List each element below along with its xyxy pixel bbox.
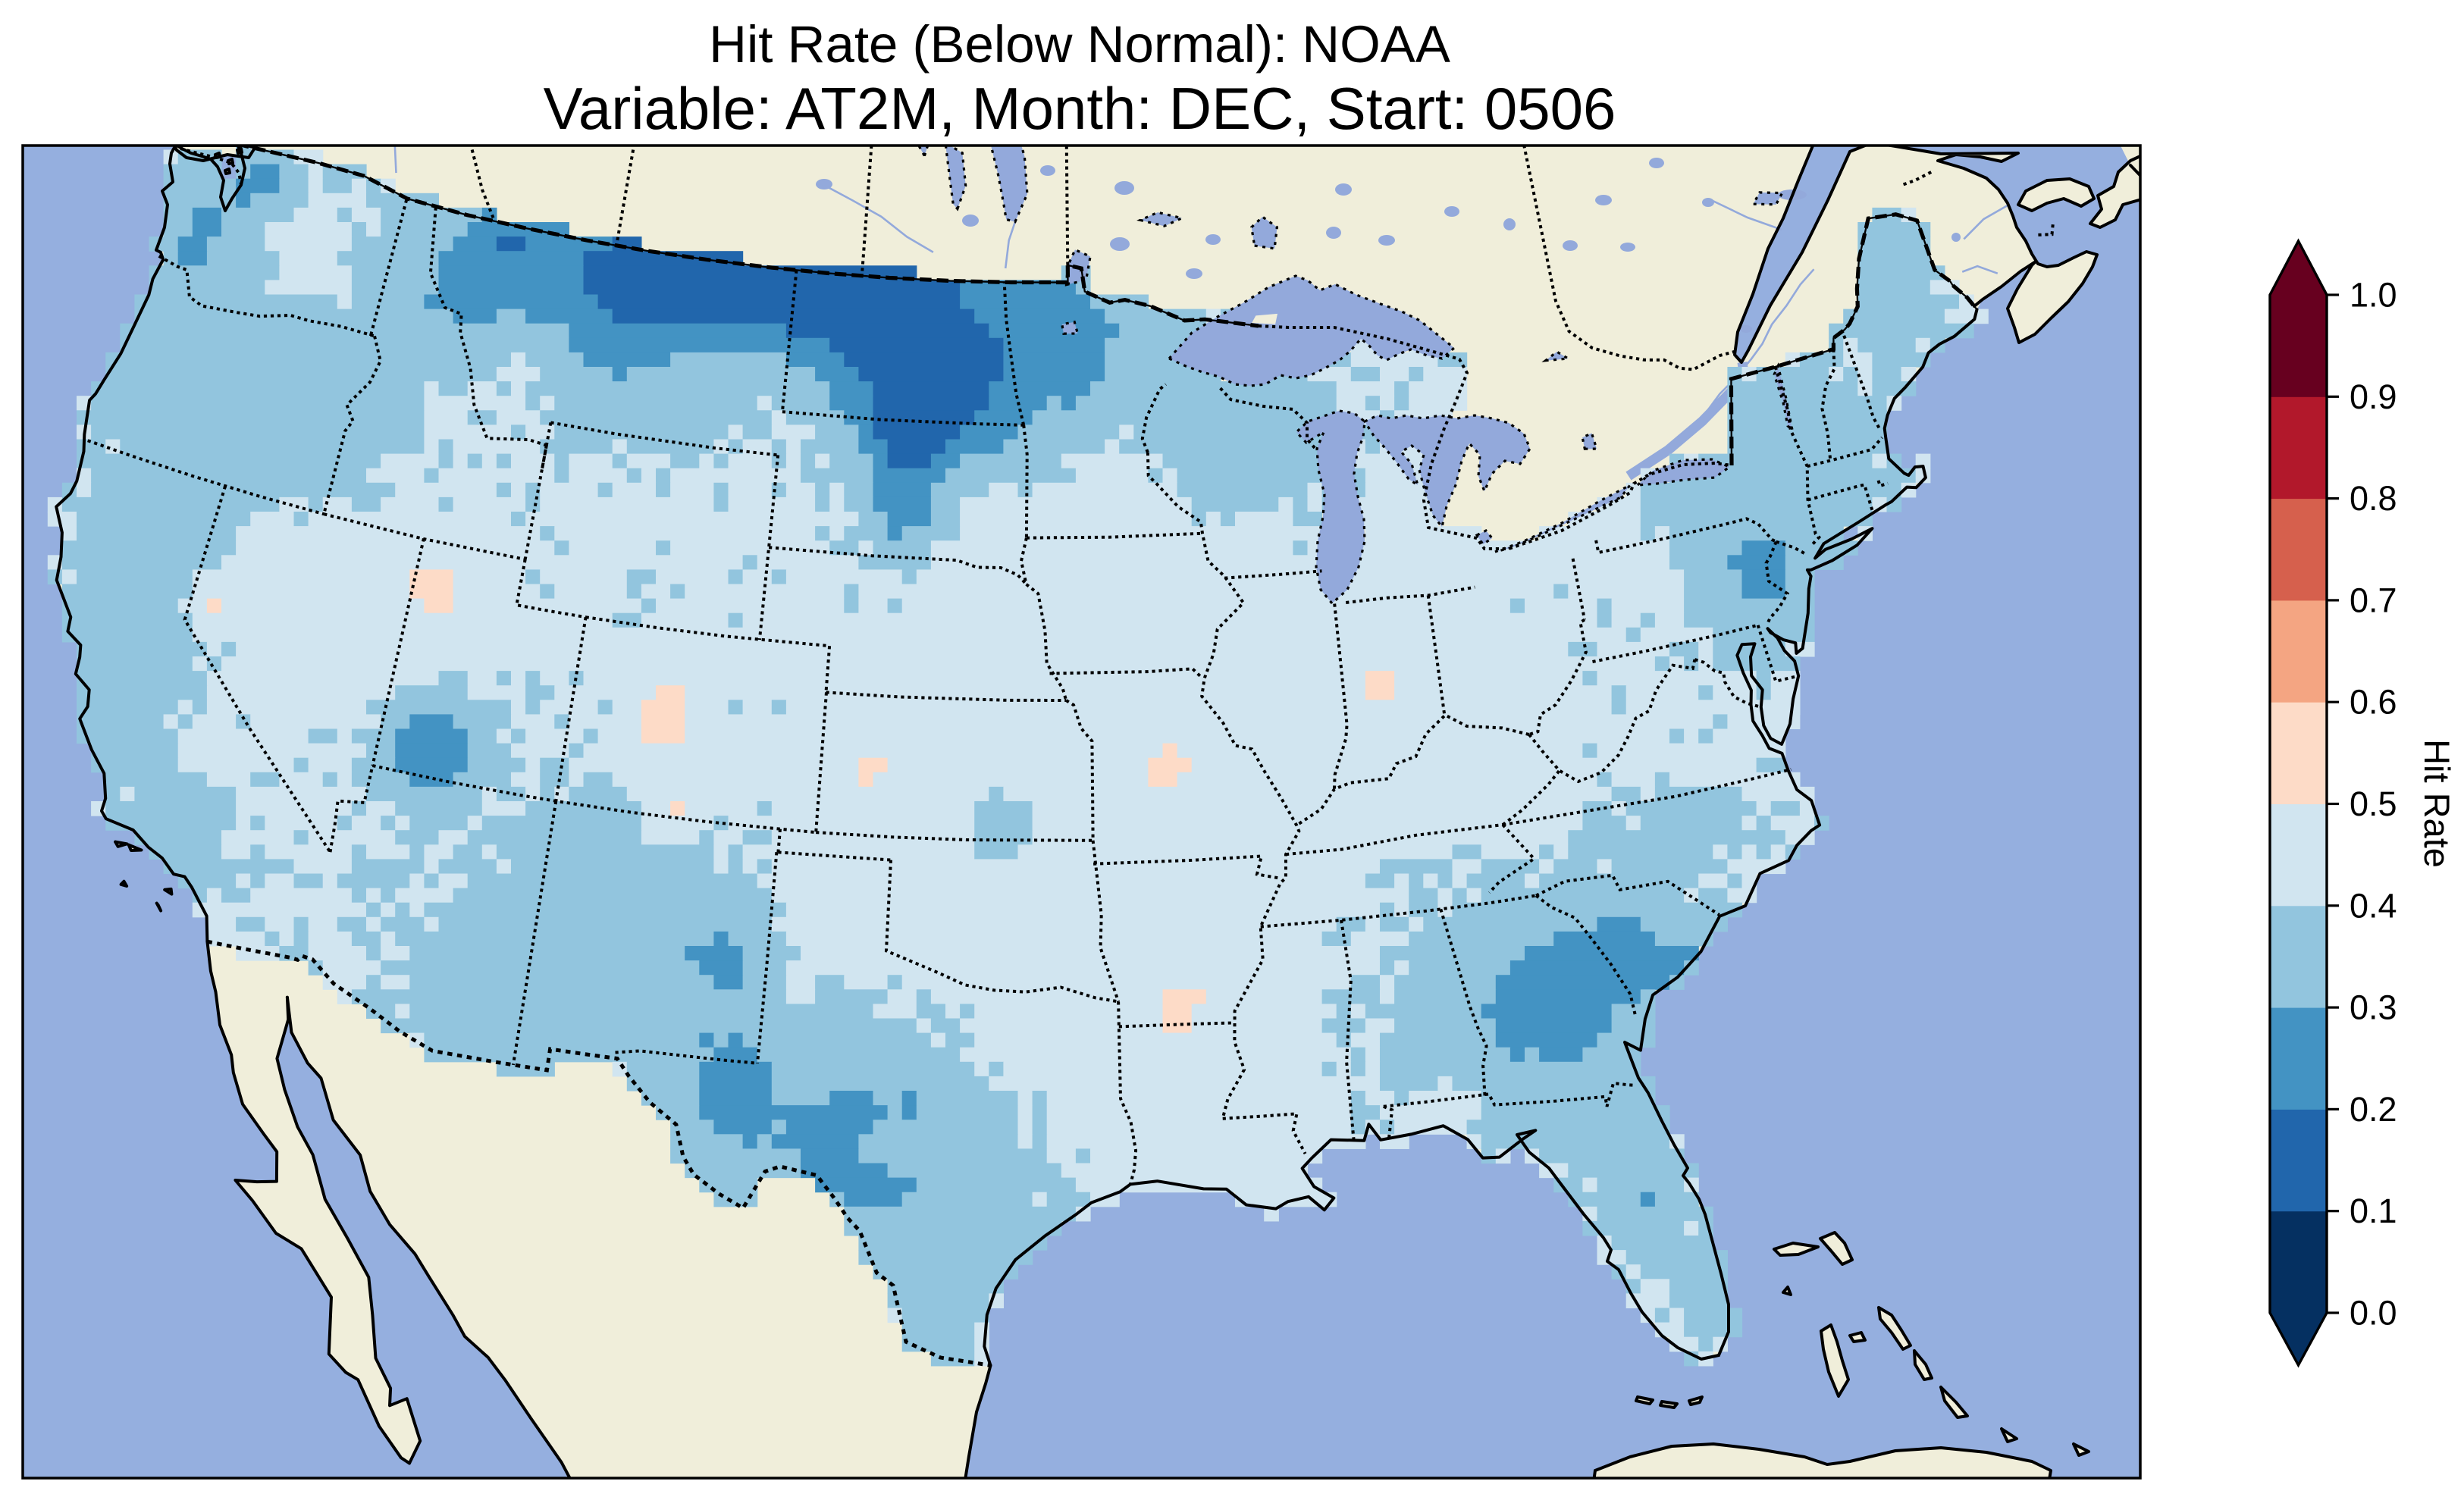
svg-text:0.0: 0.0 <box>2350 1294 2397 1333</box>
svg-text:0.9: 0.9 <box>2350 377 2397 416</box>
svg-text:Hit Rate: Hit Rate <box>2417 739 2457 868</box>
svg-text:0.2: 0.2 <box>2350 1090 2397 1129</box>
svg-text:0.3: 0.3 <box>2350 988 2397 1027</box>
svg-text:0.8: 0.8 <box>2350 479 2397 518</box>
svg-text:0.1: 0.1 <box>2350 1192 2397 1230</box>
svg-text:0.5: 0.5 <box>2350 785 2397 823</box>
svg-text:0.4: 0.4 <box>2350 886 2397 925</box>
svg-text:1.0: 1.0 <box>2350 276 2397 315</box>
svg-text:Hit Rate (Below Normal): NOAA: Hit Rate (Below Normal): NOAA <box>709 15 1450 74</box>
svg-text:0.6: 0.6 <box>2350 683 2397 722</box>
svg-text:0.7: 0.7 <box>2350 581 2397 619</box>
svg-text:Variable: AT2M, Month: DEC, St: Variable: AT2M, Month: DEC, Start: 0506 <box>544 75 1616 142</box>
